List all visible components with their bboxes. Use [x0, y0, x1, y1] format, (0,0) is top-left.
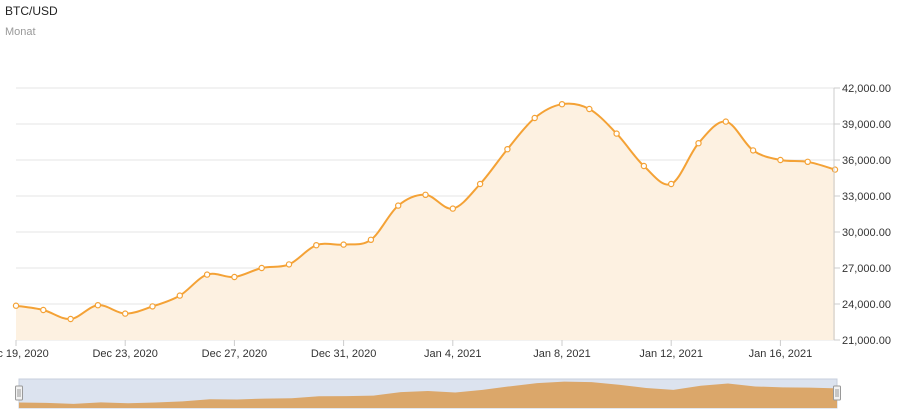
x-tick-label: Dec 31, 2020: [311, 348, 376, 360]
handle-grip[interactable]: [833, 385, 841, 401]
data-point[interactable]: [449, 205, 456, 212]
data-point[interactable]: [258, 264, 265, 272]
data-point[interactable]: [176, 292, 183, 299]
x-tick-label: Dec 27, 2020: [202, 348, 267, 360]
chart-title: BTC/USD: [5, 4, 58, 18]
data-point[interactable]: [94, 302, 102, 309]
y-tick-label: 24,000.00: [842, 299, 891, 311]
data-point[interactable]: [367, 236, 375, 243]
data-point[interactable]: [285, 261, 293, 268]
x-tick-label: Jan 8, 2021: [533, 348, 591, 360]
data-point[interactable]: [668, 180, 675, 188]
data-point[interactable]: [121, 310, 129, 317]
y-axis: 21,000.00 24,000.00 27,000.00 30,000.00 33,0…: [834, 83, 891, 347]
y-tick-label: 42,000.00: [842, 83, 891, 95]
y-tick-label: 21,000.00: [842, 335, 891, 347]
navigator[interactable]: [15, 378, 841, 409]
y-tick-label: 39,000.00: [842, 119, 891, 131]
data-point[interactable]: [203, 271, 211, 278]
y-tick-label: 36,000.00: [842, 155, 891, 167]
y-tick-label: 33,000.00: [842, 191, 891, 203]
data-point[interactable]: [476, 180, 484, 188]
series-area: [16, 103, 835, 340]
data-point[interactable]: [231, 273, 238, 281]
data-point[interactable]: [422, 191, 429, 198]
data-point[interactable]: [12, 302, 20, 309]
data-point[interactable]: [340, 241, 347, 248]
chart-subtitle: Monat: [5, 26, 36, 38]
navigator-handle-right[interactable]: [833, 385, 841, 401]
data-point[interactable]: [722, 118, 730, 125]
data-point[interactable]: [149, 303, 156, 310]
data-point[interactable]: [777, 156, 784, 164]
data-point[interactable]: [695, 139, 702, 147]
data-point[interactable]: [313, 241, 320, 249]
y-tick-label: 30,000.00: [842, 227, 891, 239]
data-point[interactable]: [804, 158, 811, 165]
data-point[interactable]: [558, 100, 566, 108]
x-tick-label: Dec 19, 2020: [0, 348, 49, 360]
data-point[interactable]: [749, 147, 757, 154]
x-tick-label: Jan 12, 2021: [639, 348, 703, 360]
navigator-series-area: [19, 381, 837, 408]
y-tick-label: 27,000.00: [842, 263, 891, 275]
data-point[interactable]: [640, 162, 648, 170]
x-axis: Dec 19, 2020 Dec 23, 2020 Dec 27, 2020 Dec …: [0, 340, 812, 360]
data-point[interactable]: [504, 145, 511, 153]
x-tick-label: Jan 4, 2021: [424, 348, 482, 360]
data-point[interactable]: [67, 315, 74, 323]
data-point[interactable]: [831, 166, 839, 173]
data-point[interactable]: [586, 105, 593, 113]
x-tick-label: Jan 16, 2021: [749, 348, 813, 360]
handle-grip[interactable]: [15, 385, 23, 401]
navigator-handle-left[interactable]: [15, 385, 23, 401]
x-tick-label: Dec 23, 2020: [92, 348, 157, 360]
data-point[interactable]: [613, 130, 620, 137]
series-points: [12, 100, 839, 323]
data-point[interactable]: [40, 306, 47, 314]
data-point[interactable]: [395, 202, 402, 209]
data-point[interactable]: [531, 114, 538, 122]
